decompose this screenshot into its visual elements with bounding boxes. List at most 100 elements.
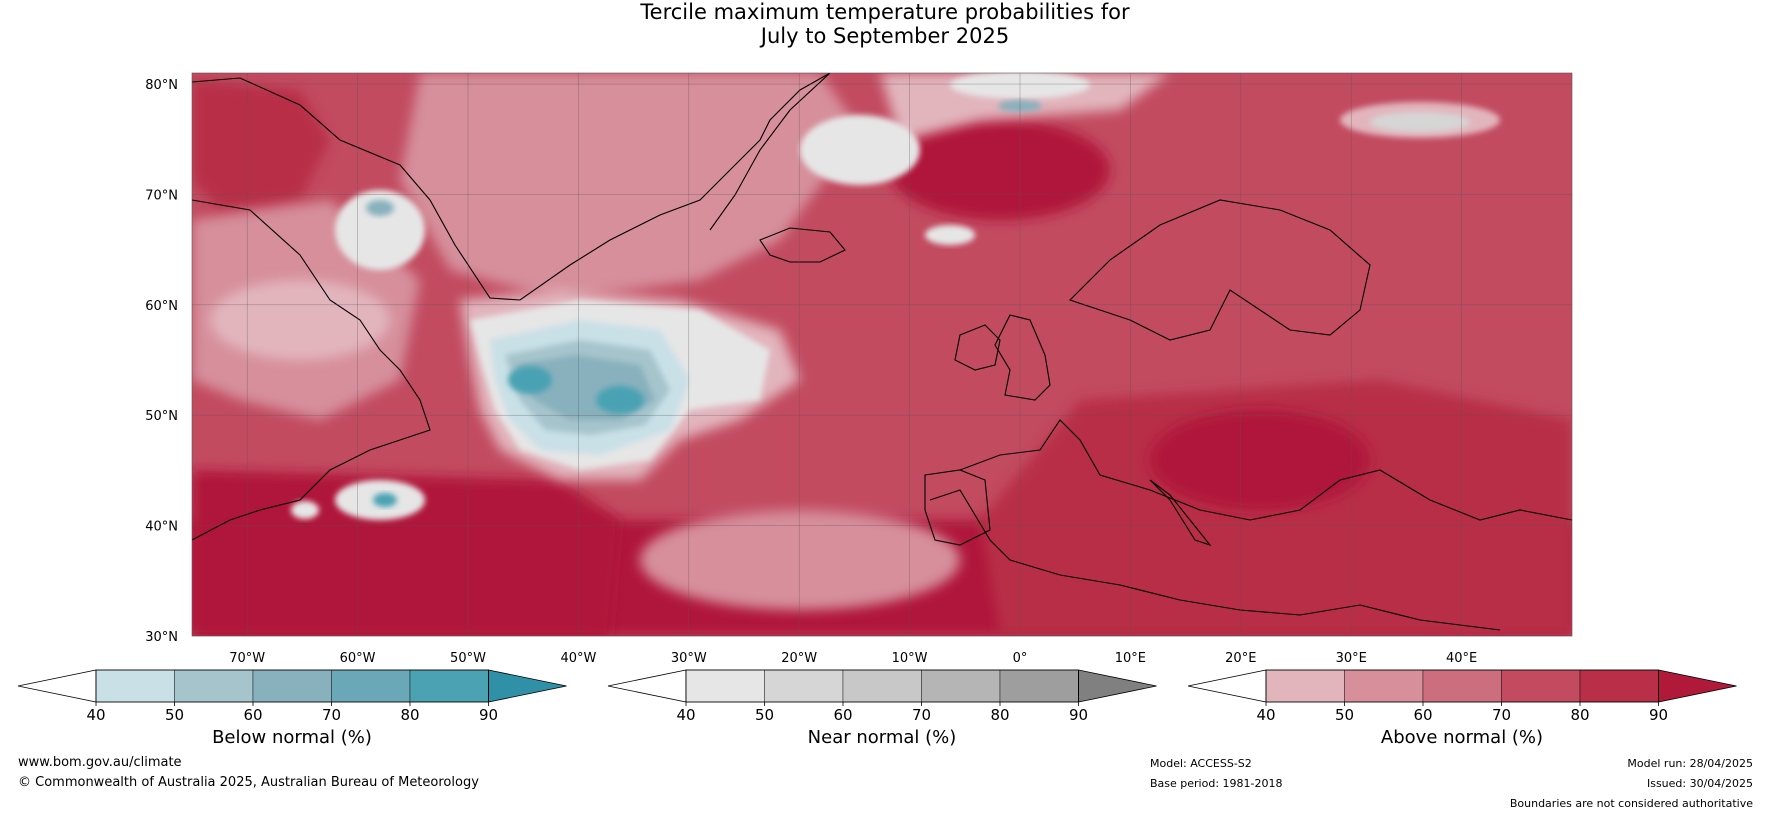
- latitude-label: 80°N: [145, 78, 178, 93]
- field-norwegian-sea-hot: [890, 120, 1110, 220]
- coastline-italy: [1149, 479, 1212, 547]
- longitude-label: 70°W: [229, 651, 265, 666]
- longitude-label: 50°W: [450, 651, 486, 666]
- colorbar-tick-label: 90: [1069, 706, 1088, 724]
- colorbar-tick-label: 70: [1492, 706, 1511, 724]
- field-atlantic-below-80a: [508, 366, 552, 394]
- colorbar-above-title: Above normal (%): [1380, 727, 1544, 748]
- colorbar-tick-label: 80: [400, 706, 419, 724]
- coastline-greenland-west: [192, 73, 831, 301]
- colorbar-extend-high: [488, 669, 567, 703]
- colorbar-segment: [1501, 669, 1581, 703]
- colorbar-above: 40 50 60 70 80 90: [1187, 669, 1737, 724]
- colorbar-outline: [95, 669, 489, 703]
- colorbars: 40 50 60 70 80 90 40 50 60 70 80 90 40 50 60 70 80 90: [17, 669, 1737, 724]
- coastlines: [192, 73, 1572, 631]
- longitude-label: 10°W: [892, 651, 928, 666]
- longitude-label: 30°E: [1336, 651, 1367, 666]
- field-barents-near: [1370, 112, 1470, 132]
- colorbar-extend-low: [1187, 669, 1267, 703]
- footer-model: Model: ACCESS-S2: [1150, 757, 1252, 770]
- colorbar-tick-label: 50: [755, 706, 774, 724]
- longitude-label: 0°: [1013, 651, 1028, 666]
- colorbar-segment: [409, 669, 489, 703]
- colorbar-segment: [1344, 669, 1424, 703]
- colorbar-outline: [685, 669, 1079, 703]
- colorbar-tick-label: 90: [479, 706, 498, 724]
- colorbar-segment: [252, 669, 332, 703]
- colorbar-tick-label: 50: [165, 706, 184, 724]
- coastline-iceland: [759, 227, 846, 263]
- longitude-label: 40°W: [560, 651, 596, 666]
- latitude-label: 40°N: [145, 520, 178, 535]
- coastline-mediterranean-north: [959, 419, 1572, 521]
- coastline-greenland-east: [709, 73, 831, 231]
- colorbar-segment: [764, 669, 844, 703]
- longitude-label: 30°W: [671, 651, 707, 666]
- field-nova-scotia-below: [373, 493, 397, 507]
- colorbar-tick-label: 70: [322, 706, 341, 724]
- field-balkans-hot: [1150, 410, 1370, 510]
- field-baffin-below: [366, 200, 394, 216]
- field-atlantic-pink: [640, 510, 960, 610]
- field-iceland-east-near: [925, 225, 975, 245]
- colorbar-segment: [685, 669, 765, 703]
- colorbar-outline: [1265, 669, 1659, 703]
- map-title: Tercile maximum temperature probabilitie…: [0, 0, 1770, 48]
- latitude-label: 60°N: [145, 299, 178, 314]
- field-baffin-hot: [192, 80, 330, 210]
- colorbar-tick-label: 40: [86, 706, 105, 724]
- colorbar-segment: [95, 669, 175, 703]
- longitude-label: 40°E: [1446, 651, 1477, 666]
- footer-model-run: Model run: 28/04/2025: [1627, 757, 1753, 770]
- map-frame: [191, 72, 1573, 637]
- colorbar-tick-label: 60: [1413, 706, 1432, 724]
- colorbar-segment: [174, 669, 254, 703]
- coastline-ireland: [954, 324, 1001, 371]
- colorbar-segment: [331, 669, 411, 703]
- coastline-scandinavia: [1068, 199, 1371, 341]
- title-line-2: July to September 2025: [760, 24, 1010, 48]
- colorbar-extend-low: [17, 669, 97, 703]
- field-cape-cod-near: [291, 501, 319, 519]
- colorbar-segment: [1265, 669, 1345, 703]
- footer-copyright: © Commonwealth of Australia 2025, Austra…: [18, 775, 479, 790]
- coastline-iberia: [924, 469, 991, 546]
- coastline-britain: [994, 314, 1051, 401]
- latitude-label: 50°N: [145, 409, 178, 424]
- colorbar-extend-high: [1658, 669, 1737, 703]
- field-atlantic-below-80b: [596, 386, 644, 414]
- longitude-label: 20°E: [1225, 651, 1256, 666]
- field-denmark-strait-near: [800, 115, 920, 185]
- latitude-label: 30°N: [145, 630, 178, 645]
- footer-base-period: Base period: 1981-2018: [1150, 777, 1283, 790]
- colorbar-extend-high: [1078, 669, 1157, 703]
- longitude-label: 60°W: [340, 651, 376, 666]
- colorbar-tick-label: 60: [833, 706, 852, 724]
- colorbar-tick-label: 80: [990, 706, 1009, 724]
- colorbar-segment: [921, 669, 1001, 703]
- colorbar-tick-label: 70: [912, 706, 931, 724]
- longitude-label: 10°E: [1115, 651, 1146, 666]
- title-line-1: Tercile maximum temperature probabilitie…: [640, 0, 1130, 24]
- latitude-label: 70°N: [145, 188, 178, 203]
- colorbar-extend-low: [607, 669, 687, 703]
- colorbar-below-title: Below normal (%): [212, 727, 372, 748]
- colorbar-near: 40 50 60 70 80 90: [607, 669, 1157, 724]
- colorbar-tick-label: 80: [1570, 706, 1589, 724]
- footer-disclaimer: Boundaries are not considered authoritat…: [1509, 797, 1753, 810]
- footer-issued: Issued: 30/04/2025: [1646, 777, 1753, 790]
- colorbar-segment: [842, 669, 922, 703]
- axis-labels: 80°N 70°N 60°N 50°N 40°N 30°N 70°W 60°W 50°W 40°W…: [145, 78, 1477, 666]
- colorbar-tick-label: 50: [1335, 706, 1354, 724]
- colorbar-tick-label: 90: [1649, 706, 1668, 724]
- colorbar-near-title: Near normal (%): [807, 727, 957, 748]
- colorbar-tick-label: 60: [243, 706, 262, 724]
- colorbar-segment: [999, 669, 1079, 703]
- colorbar-tick-label: 40: [676, 706, 695, 724]
- colorbar-segment: [1579, 669, 1659, 703]
- field-greenland-light: [400, 73, 860, 300]
- longitude-label: 20°W: [781, 651, 817, 666]
- colorbar-segment: [1422, 669, 1502, 703]
